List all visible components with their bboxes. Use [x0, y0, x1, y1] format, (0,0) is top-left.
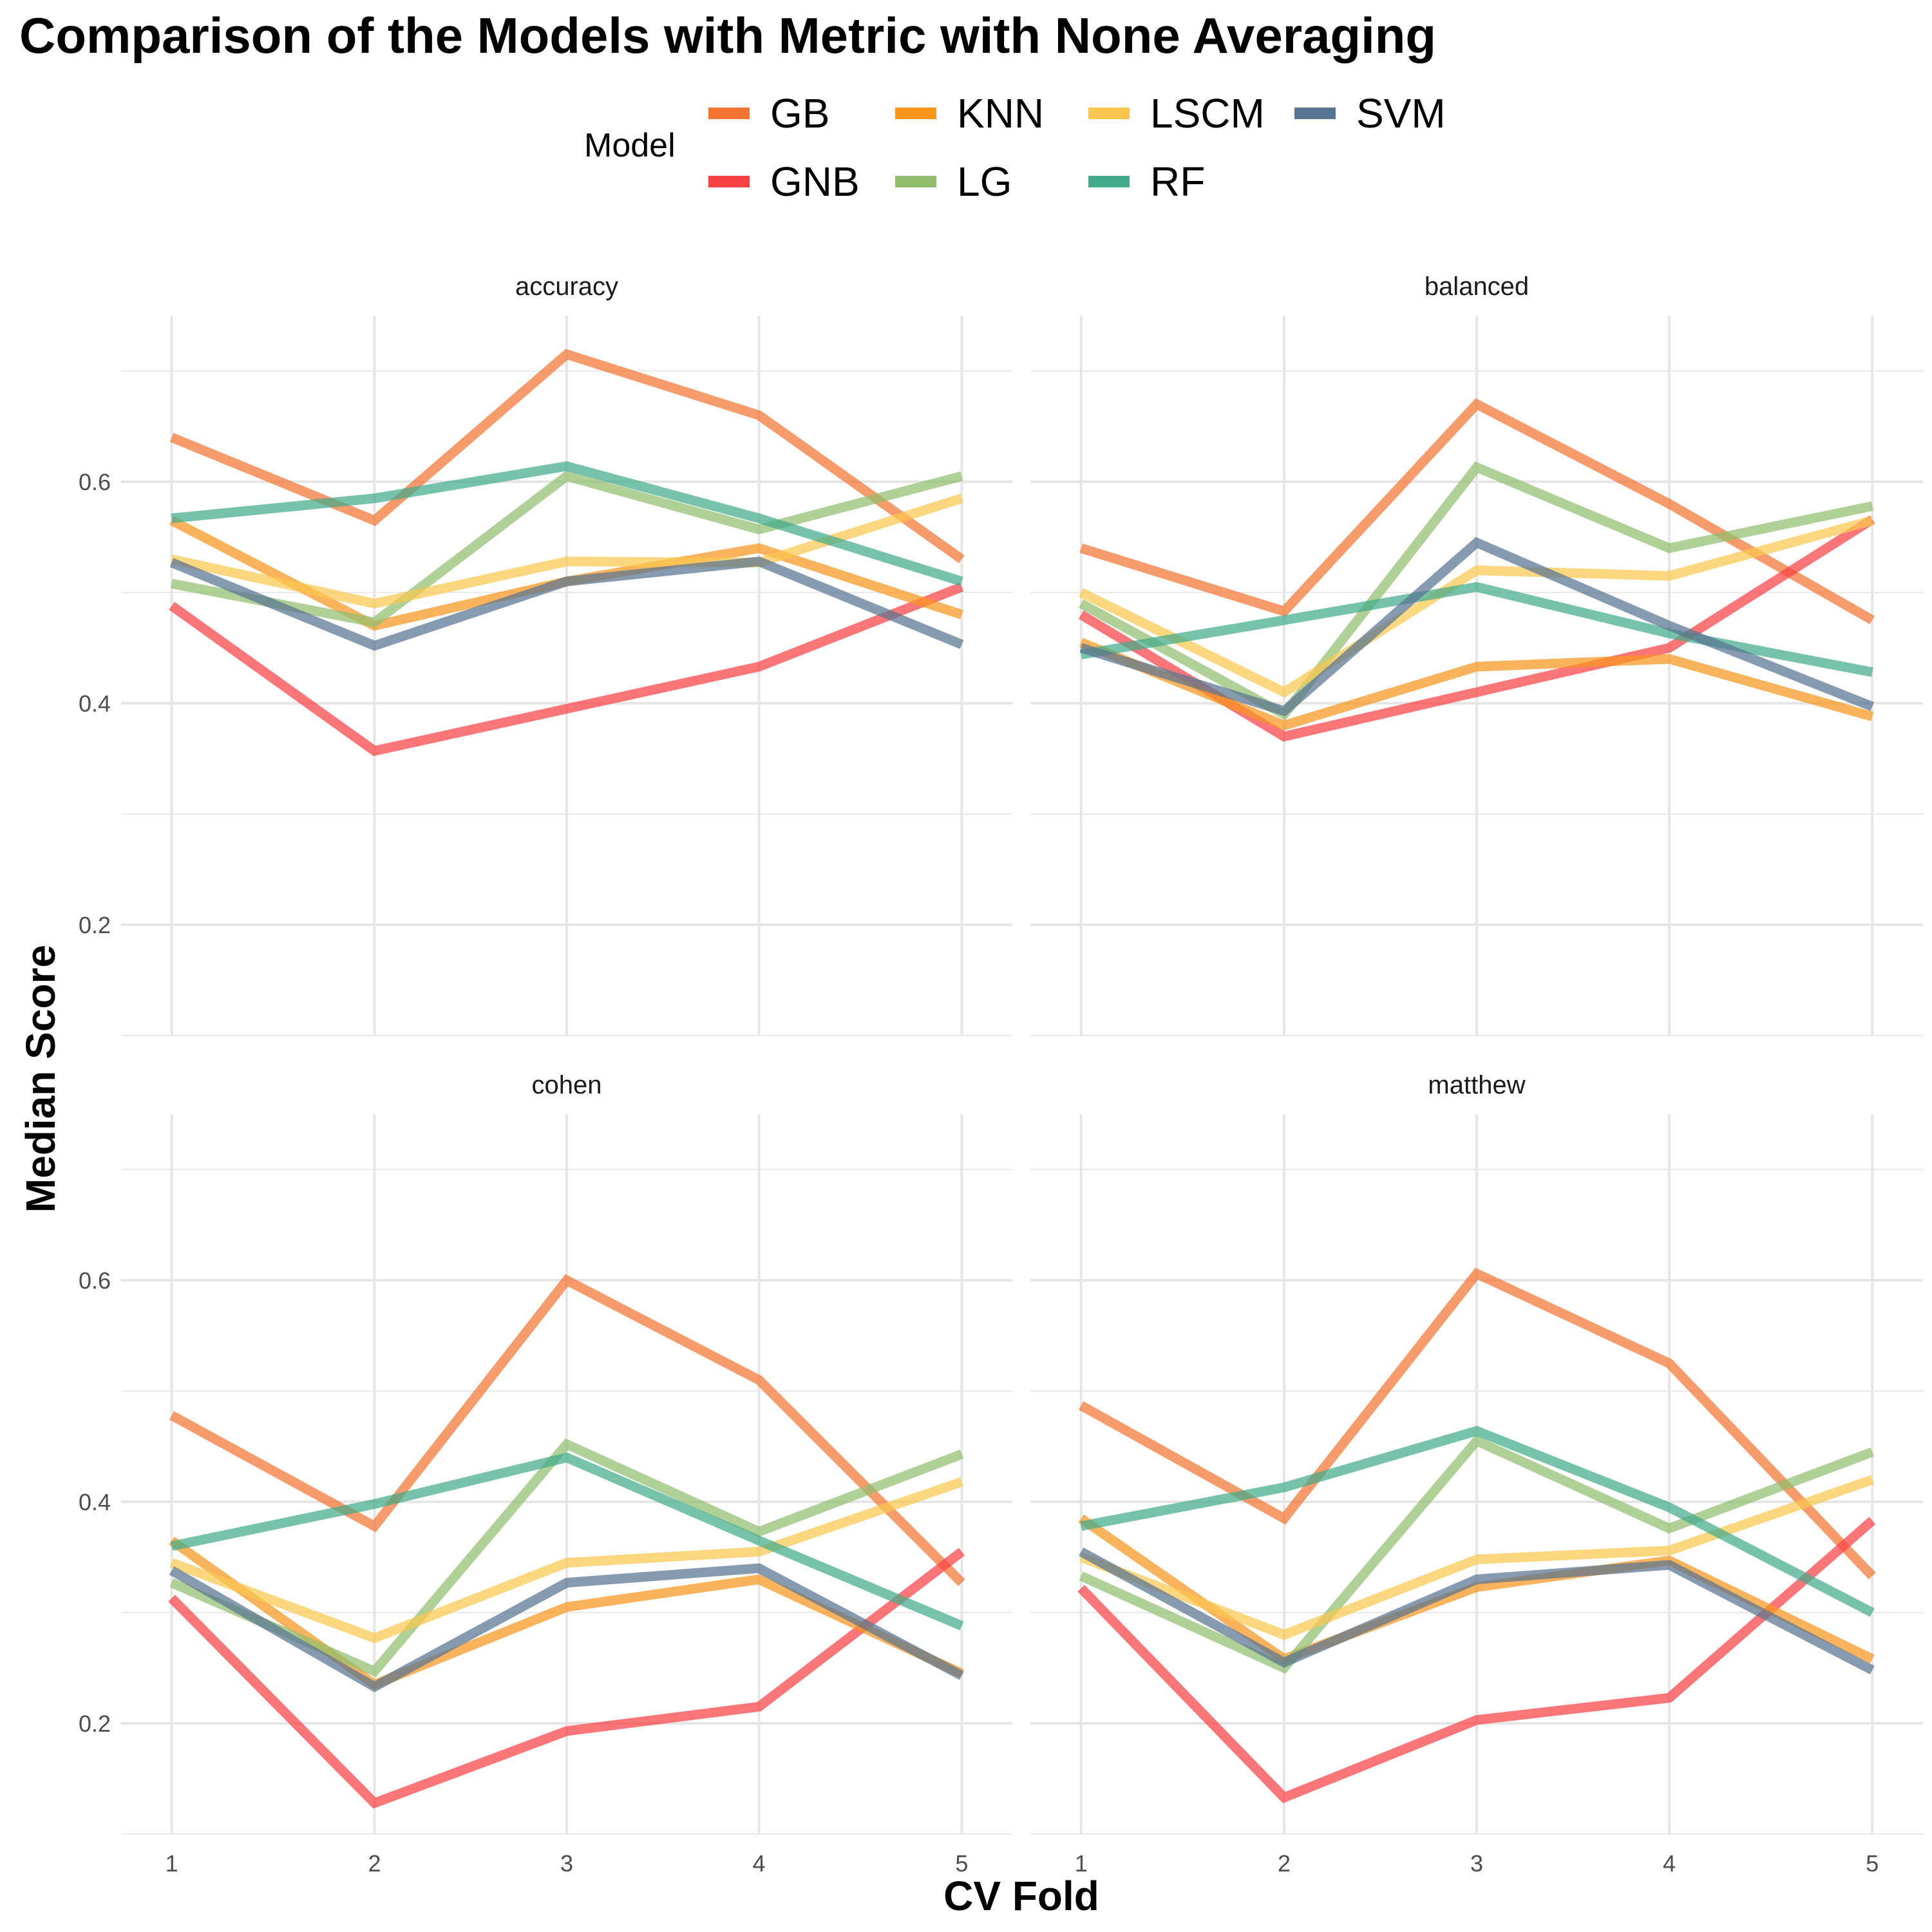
- x-tick-label: 1: [166, 1850, 178, 1877]
- facet-panel-cohen: cohen 0.2 0.4 0.6 1 2 3 4 5: [79, 1071, 1012, 1877]
- series-lines: [1077, 1267, 1876, 1804]
- series-line-lscm: [1079, 1475, 1874, 1640]
- series-line-rf: [1080, 1425, 1875, 1617]
- x-tick-label: 2: [1278, 1850, 1291, 1877]
- series-line-rf: [171, 1452, 964, 1631]
- y-tick-label: 0.6: [79, 469, 111, 495]
- gridlines: [1030, 316, 1923, 1037]
- legend-label: LSCM: [1150, 90, 1265, 137]
- series-line-rf: [1080, 582, 1873, 677]
- facet-strip-label: matthew: [1428, 1071, 1525, 1099]
- series-line-knn: [1079, 638, 1874, 731]
- facet-panel-matthew: matthew 1 2 3 4 5: [1030, 1071, 1923, 1877]
- series-line-gnb: [168, 1548, 965, 1809]
- x-tick-label: 3: [560, 1850, 573, 1877]
- series-line-lscm: [169, 1477, 963, 1643]
- series-lines: [168, 1274, 965, 1809]
- series-line-gnb: [1077, 1517, 1876, 1804]
- legend-item-gb: GB: [708, 90, 829, 137]
- x-tick-label: 4: [753, 1850, 766, 1877]
- series-line-rf: [171, 461, 963, 586]
- series-line-gb: [1079, 1267, 1876, 1580]
- chart-title: Comparison of the Models with Metric wit…: [19, 7, 1436, 64]
- x-tick-label: 1: [1075, 1850, 1088, 1877]
- legend-label: GB: [770, 90, 829, 137]
- legend-label: LG: [957, 158, 1012, 205]
- gridlines: [121, 316, 1012, 1037]
- legend-item-rf: RF: [1088, 158, 1205, 205]
- y-tick-label: 0.2: [79, 912, 111, 938]
- facet-strip-label: cohen: [532, 1071, 602, 1099]
- legend: Model GB GNB KNN LG LSCM RF SVM: [584, 90, 1446, 205]
- series-line-lg: [171, 471, 963, 628]
- series-lines: [1078, 398, 1875, 742]
- x-tick-label: 5: [955, 1850, 968, 1877]
- series-line-gb: [1079, 398, 1875, 625]
- legend-label: SVM: [1356, 90, 1446, 137]
- y-axis-label: Median Score: [17, 945, 64, 1213]
- series-line-lg: [169, 1438, 964, 1678]
- gridlines: [121, 1114, 1012, 1835]
- legend-label: KNN: [957, 90, 1044, 137]
- x-tick-label: 5: [1866, 1850, 1879, 1877]
- facet-strip-label: balanced: [1425, 272, 1529, 301]
- x-tick-label: 2: [368, 1850, 381, 1877]
- y-tick-label: 0.4: [79, 1489, 111, 1515]
- facet-strip-label: accuracy: [515, 272, 618, 301]
- series-line-gb: [169, 348, 965, 564]
- legend-item-lscm: LSCM: [1088, 90, 1265, 137]
- series-line-lg: [1079, 1435, 1874, 1674]
- series-lines: [169, 348, 965, 757]
- series-line-gb: [169, 1274, 965, 1586]
- series-line-svm: [169, 556, 964, 651]
- gridlines: [1030, 1114, 1923, 1835]
- legend-item-lg: LG: [895, 158, 1012, 205]
- facet-panel-accuracy: accuracy 0.2 0.4 0.6: [79, 272, 1012, 1037]
- series-line-svm: [1079, 536, 1875, 717]
- series-line-lg: [1079, 461, 1873, 721]
- facet-panel-balanced: balanced: [1030, 272, 1923, 1037]
- y-tick-label: 0.6: [79, 1267, 111, 1294]
- x-axis-label: CV Fold: [943, 1873, 1099, 1919]
- series-line-lscm: [1079, 515, 1874, 698]
- series-line-gnb: [169, 582, 964, 757]
- legend-title: Model: [584, 127, 676, 164]
- legend-item-gnb: GNB: [708, 158, 860, 205]
- series-line-svm: [169, 1563, 964, 1692]
- x-tick-label: 3: [1470, 1850, 1483, 1877]
- legend-label: RF: [1150, 158, 1205, 205]
- legend-item-svm: SVM: [1294, 90, 1446, 137]
- series-line-svm: [1079, 1547, 1875, 1675]
- y-tick-label: 0.2: [79, 1710, 111, 1737]
- legend-item-knn: KNN: [895, 90, 1044, 137]
- y-tick-label: 0.4: [79, 690, 111, 717]
- x-tick-label: 4: [1663, 1850, 1676, 1877]
- legend-label: GNB: [770, 158, 860, 205]
